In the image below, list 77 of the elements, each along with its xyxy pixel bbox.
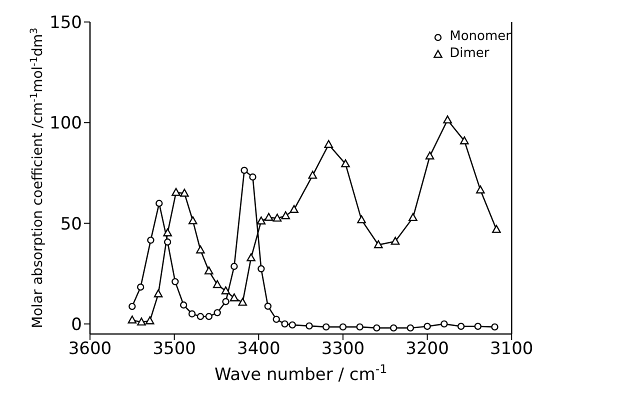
point xyxy=(137,318,146,326)
point xyxy=(222,298,230,306)
x-tick-label: 3200 xyxy=(406,339,449,360)
point xyxy=(264,212,274,221)
point xyxy=(306,322,313,330)
y-tick-label: 0 xyxy=(71,314,82,335)
point xyxy=(308,170,318,179)
x-axis-title: Wave number / cm$^{-1}$ xyxy=(214,362,388,385)
point xyxy=(324,140,334,148)
point xyxy=(281,211,290,220)
point xyxy=(425,151,434,160)
point xyxy=(272,316,280,323)
x-tick-label: 3600 xyxy=(68,339,112,360)
point xyxy=(406,324,414,332)
point xyxy=(221,286,230,294)
point xyxy=(492,224,501,233)
point xyxy=(180,301,188,309)
point xyxy=(264,302,272,310)
point xyxy=(128,316,137,324)
point xyxy=(188,216,198,224)
point xyxy=(128,302,136,310)
point xyxy=(172,188,180,196)
point xyxy=(212,280,222,288)
point xyxy=(180,188,189,197)
x-tick-label: 3400 xyxy=(237,339,280,360)
x-tick-label: 3500 xyxy=(152,339,196,360)
point xyxy=(356,323,364,331)
point xyxy=(476,185,485,194)
point xyxy=(290,205,298,214)
point xyxy=(408,213,418,222)
point xyxy=(341,159,350,168)
point xyxy=(246,253,256,262)
point xyxy=(272,214,282,222)
point xyxy=(460,136,469,144)
point xyxy=(188,310,196,318)
point xyxy=(474,322,482,330)
point xyxy=(256,216,266,224)
point xyxy=(156,200,163,207)
point xyxy=(238,298,248,306)
point xyxy=(204,266,214,274)
x-tick-label: 3300 xyxy=(321,339,365,360)
point xyxy=(164,238,172,246)
point xyxy=(491,323,498,331)
y-tick-label: 150 xyxy=(50,13,82,34)
point xyxy=(288,321,296,329)
point xyxy=(440,320,448,328)
point xyxy=(258,265,265,272)
point xyxy=(443,115,452,124)
point xyxy=(154,289,163,298)
point xyxy=(424,322,431,330)
point xyxy=(163,228,172,236)
point xyxy=(457,322,465,330)
point xyxy=(196,245,205,254)
y-tick-label: 100 xyxy=(50,114,82,134)
point xyxy=(357,215,366,224)
x-tick-label: 3100 xyxy=(490,339,534,360)
point xyxy=(136,284,144,291)
point xyxy=(322,323,330,331)
point xyxy=(172,278,179,286)
point xyxy=(230,262,238,270)
point xyxy=(145,316,154,324)
legend-label: Monomer xyxy=(450,28,511,45)
point xyxy=(281,320,288,328)
point xyxy=(147,236,154,244)
point xyxy=(205,312,212,320)
point xyxy=(196,312,204,320)
legend-label: Dimer xyxy=(450,45,490,62)
y-tick-label: 50 xyxy=(60,214,82,234)
point xyxy=(339,323,347,331)
point xyxy=(373,324,380,332)
point xyxy=(214,309,221,316)
point xyxy=(240,166,248,174)
point xyxy=(249,173,256,181)
point xyxy=(390,236,400,245)
point xyxy=(390,324,398,332)
point xyxy=(374,240,383,248)
point xyxy=(230,293,239,302)
